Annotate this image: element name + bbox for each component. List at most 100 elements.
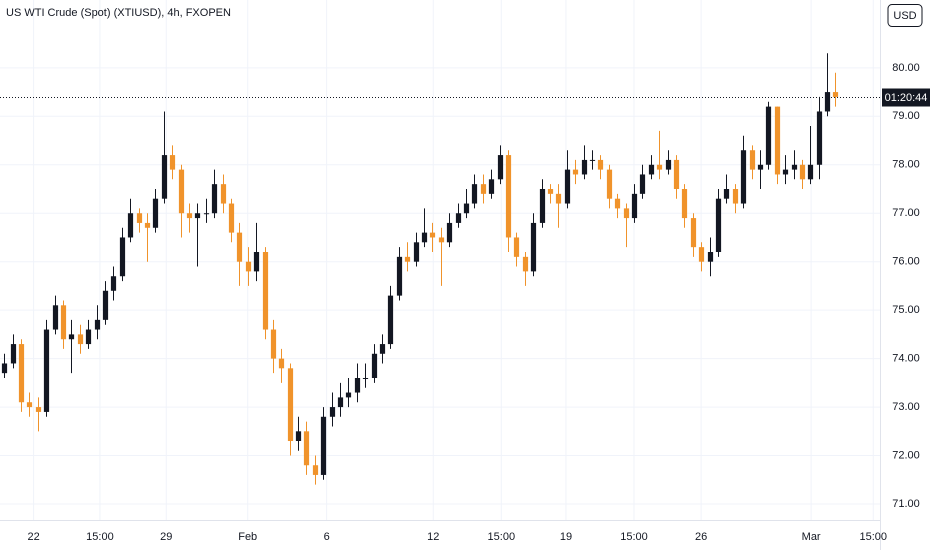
candle-body: [136, 213, 143, 223]
candle-body: [329, 407, 336, 417]
candle-body: [715, 198, 722, 253]
countdown-badge: [882, 88, 930, 107]
x-tick-label: 29: [160, 531, 172, 543]
candle-body: [77, 334, 84, 345]
candle-body: [497, 155, 504, 180]
candle-body: [480, 184, 487, 194]
candle-body: [371, 353, 378, 379]
y-tick-label: 75.00: [892, 304, 920, 316]
x-tick-label: 22: [27, 531, 39, 543]
candle-body: [345, 392, 352, 398]
y-tick-label: 76.00: [892, 256, 920, 268]
candle-body: [220, 184, 227, 204]
candle-body: [245, 261, 252, 272]
candle-body: [555, 193, 562, 204]
candle-body: [572, 169, 579, 175]
candle-body: [354, 378, 361, 393]
candle-body: [144, 222, 151, 228]
candle-body: [513, 237, 520, 257]
candle-body: [606, 169, 613, 199]
y-tick-label: 77.00: [892, 207, 920, 219]
candle-body: [312, 465, 319, 475]
candle-body: [35, 407, 42, 412]
candle-body: [757, 164, 764, 170]
candle-body: [732, 189, 739, 204]
candle-body: [690, 218, 697, 248]
candle-body: [362, 378, 369, 380]
candle-body: [52, 305, 59, 330]
candle-body: [178, 169, 185, 214]
candle-body: [782, 169, 789, 175]
candle-body: [547, 189, 554, 194]
candle-body: [421, 232, 428, 243]
candle-body: [262, 252, 269, 330]
y-tick-label: 73.00: [892, 401, 920, 413]
candle-body: [765, 106, 772, 165]
candle-body: [824, 92, 831, 112]
candle-body: [387, 295, 394, 345]
candle-body: [169, 155, 176, 170]
candle-body: [438, 237, 445, 243]
candle-body: [807, 164, 814, 180]
candle-body: [1, 363, 8, 374]
candle-body: [110, 276, 117, 291]
x-tick-label: 15:00: [620, 531, 648, 543]
candle-body: [102, 290, 109, 320]
candle-body: [539, 189, 546, 223]
candle-body: [774, 106, 781, 175]
candle-body: [26, 402, 33, 408]
candle-body: [581, 159, 588, 175]
currency-label[interactable]: USD: [893, 10, 916, 22]
x-tick-label: 26: [695, 531, 707, 543]
x-tick-label: 12: [427, 531, 439, 543]
candle-body: [270, 329, 277, 359]
y-tick-label: 80.00: [892, 62, 920, 74]
candle-body: [522, 256, 529, 272]
candle-body: [60, 305, 67, 340]
candle-body: [43, 329, 50, 412]
candle-body: [656, 164, 663, 170]
candle-body: [253, 252, 260, 272]
candle-body: [396, 256, 403, 296]
candle-body: [673, 159, 680, 190]
y-tick-label: 72.00: [892, 449, 920, 461]
y-tick-label: 74.00: [892, 353, 920, 365]
candle-body: [707, 252, 714, 262]
candle-body: [404, 256, 411, 262]
candle-body: [723, 189, 730, 199]
currency-button[interactable]: [887, 4, 923, 27]
candle-body: [589, 159, 596, 161]
candle-body: [152, 198, 159, 228]
candle-body: [429, 232, 436, 238]
candle-body: [463, 203, 470, 214]
candle-body: [320, 416, 327, 475]
candle-body: [18, 344, 25, 403]
candle-body: [832, 92, 839, 97]
candle-body: [446, 222, 453, 243]
candle-body: [799, 164, 806, 180]
candle-body: [816, 111, 823, 165]
candle-body: [791, 164, 798, 170]
y-tick-label: 71.00: [892, 498, 920, 510]
candle-body: [681, 189, 688, 219]
candle-body: [413, 242, 420, 262]
plot-area: [0, 53, 880, 485]
x-tick-label: Feb: [238, 531, 257, 543]
countdown-label: 01:20:44: [885, 92, 928, 104]
y-tick-label: 78.00: [892, 159, 920, 171]
candle-body: [379, 344, 386, 354]
candle-body: [749, 150, 756, 170]
x-tick-label: 19: [560, 531, 572, 543]
candle-body: [203, 213, 210, 215]
chart-title: US WTI Crude (Spot) (XTIUSD), 4h, FXOPEN: [6, 7, 231, 19]
candle-body: [471, 184, 478, 204]
x-tick-label: 6: [324, 531, 330, 543]
candle-body: [295, 431, 302, 442]
x-tick-label: 15:00: [488, 531, 516, 543]
candle-body: [127, 213, 134, 238]
x-tick-label: 15:00: [86, 531, 114, 543]
candle-body: [211, 184, 218, 214]
